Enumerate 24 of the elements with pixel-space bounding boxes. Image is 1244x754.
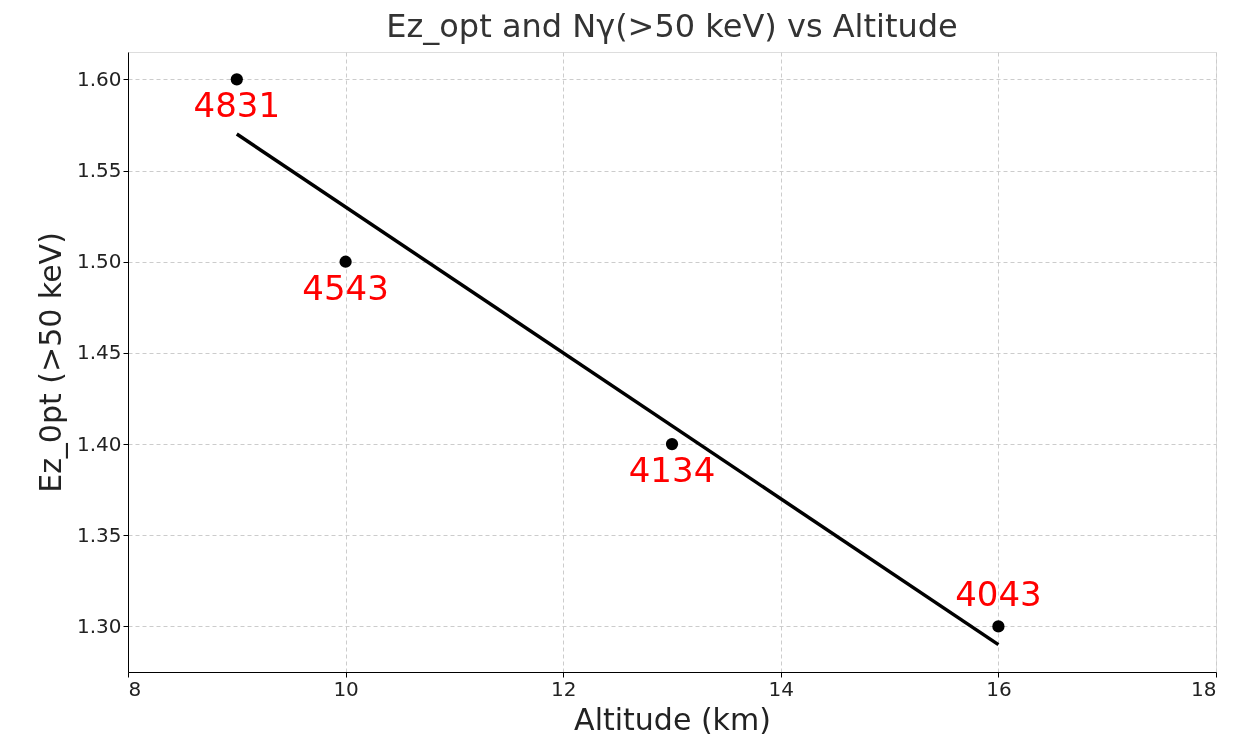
y-tick-label: 1.60 xyxy=(76,66,122,91)
x-tick-label: 10 xyxy=(333,676,359,701)
x-tick-label: 16 xyxy=(986,676,1012,701)
x-tick-label: 12 xyxy=(550,676,577,701)
y-tick-label: 1.55 xyxy=(76,158,122,183)
annotation: 4043 xyxy=(955,574,1042,615)
x-tick-label: 14 xyxy=(768,676,795,701)
annotation: 4831 xyxy=(193,85,281,126)
chart-title: Ez_opt and Nγ(>50 keV) vs Altitude xyxy=(386,7,958,45)
annotation: 4543 xyxy=(302,267,389,308)
x-axis-title: Altitude (km) xyxy=(574,701,771,737)
y-tick-label: 1.35 xyxy=(76,522,122,547)
point xyxy=(665,437,679,451)
x-tick-label: 18 xyxy=(1191,676,1217,701)
x-tick-label: 8 xyxy=(128,676,142,701)
y-tick-label: 1.50 xyxy=(76,249,122,274)
point xyxy=(230,73,243,86)
y-tick-label: 1.30 xyxy=(76,613,122,638)
point xyxy=(339,255,352,268)
y-axis-title: Ez_0pt (>50 keV) xyxy=(32,232,68,493)
annotation: 4134 xyxy=(628,450,716,491)
point xyxy=(992,620,1005,633)
y-tick-label: 1.45 xyxy=(76,340,122,365)
y-tick-label: 1.40 xyxy=(76,431,122,456)
